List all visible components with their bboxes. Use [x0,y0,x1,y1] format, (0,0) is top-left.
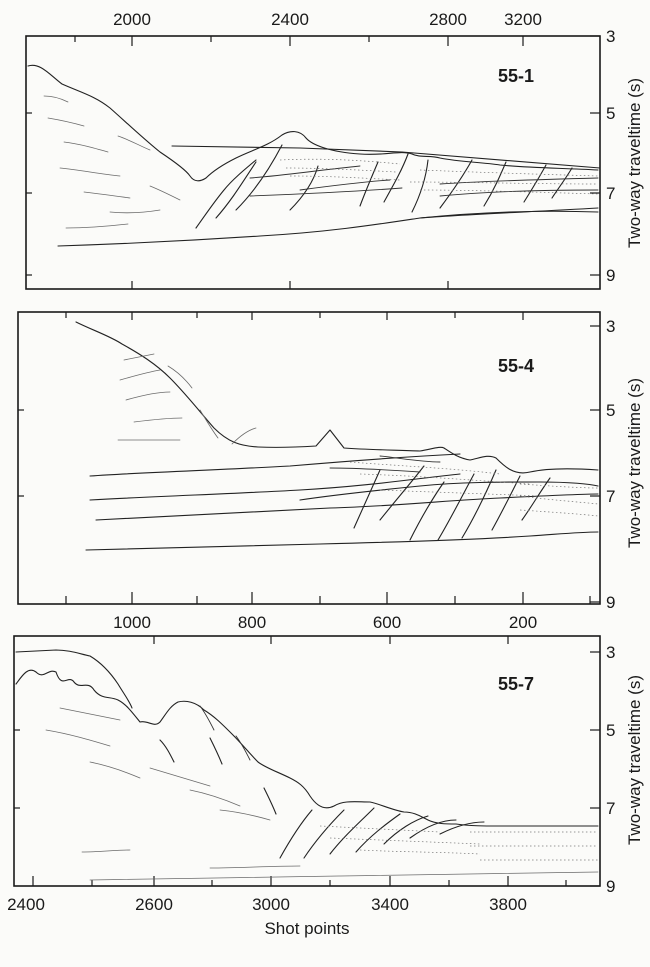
panel-55-7-xtick: 3400 [371,895,409,914]
seafloor-line [15,669,599,827]
panel-55-7-xtick: 3000 [252,895,290,914]
panel-55-1-xtick: 2800 [429,10,467,29]
panel-55-4: 1000 800 600 200 3 5 7 9 55-4 Two-way tr… [17,311,644,632]
panel-55-7-ytick: 7 [606,799,615,818]
panel-55-1-xtick: 3200 [504,10,542,29]
panel-55-4-label: 55-4 [498,356,534,376]
panel-55-4-y-axis-label: Two-way traveltime (s) [625,378,644,548]
seafloor-line [75,321,599,474]
panel-55-4-ytick: 5 [606,401,615,420]
panel-55-7-xtick: 2400 [7,895,45,914]
panel-55-4-frame [17,311,601,605]
panel-55-4-xtick: 1000 [113,613,151,632]
panel-55-7-ytick: 9 [606,877,615,896]
x-axis-label: Shot points [264,919,349,938]
panel-55-1-ytick: 9 [606,266,615,285]
panel-55-4-xtick: 200 [509,613,537,632]
panel-55-7-ytick: 3 [606,643,615,662]
panel-55-7-xtick: 2600 [135,895,173,914]
panel-55-7-ytick: 5 [606,721,615,740]
panel-55-4-xtick: 800 [238,613,266,632]
panel-55-1-label: 55-1 [498,66,534,86]
panel-55-1: 2000 2400 2800 3200 3 5 7 9 55-1 Two-way… [25,10,644,290]
panel-55-7-xtick: 3800 [489,895,527,914]
panel-55-4-ytick: 9 [606,593,615,612]
panel-55-4-xtick: 600 [373,613,401,632]
seafloor-line [27,64,599,182]
panel-55-7-label: 55-7 [498,674,534,694]
panel-55-1-ytick: 3 [606,27,615,46]
panel-55-7-frame [13,635,601,887]
panel-55-1-xtick: 2000 [113,10,151,29]
panel-55-1-frame [25,35,601,290]
panel-55-4-ytick: 7 [606,487,615,506]
panel-55-7: 2400 2600 3000 3400 3800 3 5 7 9 55-7 Tw… [7,635,644,938]
panel-55-1-ytick: 5 [606,104,615,123]
panel-55-1-ytick: 7 [606,184,615,203]
panel-55-4-ytick: 3 [606,317,615,336]
panel-55-1-y-axis-label: Two-way traveltime (s) [625,78,644,248]
panel-55-1-xtick: 2400 [271,10,309,29]
panel-55-7-y-axis-label: Two-way traveltime (s) [625,675,644,845]
